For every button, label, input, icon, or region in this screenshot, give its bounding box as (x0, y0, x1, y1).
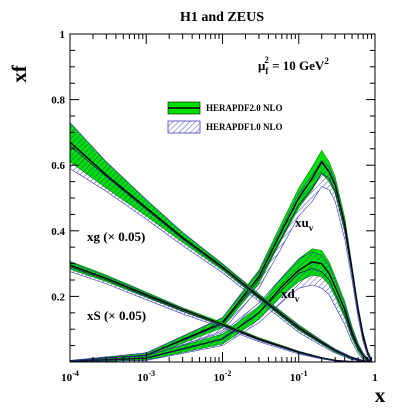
line-herapdf10-dv (70, 268, 372, 362)
chart-title: H1 and ZEUS (180, 10, 264, 25)
x-tick-base: 10 (61, 372, 73, 384)
line-herapdf10-uv (70, 172, 372, 362)
x-tick-label: 10-2 (214, 369, 232, 384)
x-tick-label: 10-4 (61, 369, 79, 384)
x-tick-base: 10 (214, 372, 226, 384)
legend-label-herapdf10: HERAPDF1.0 NLO (206, 122, 283, 132)
y-tick-label: 0.8 (51, 95, 65, 107)
x-tick-label: 10-3 (137, 369, 155, 384)
x-tick-exp: -4 (72, 369, 79, 378)
scale-sub: f (265, 66, 269, 76)
legend: HERAPDF2.0 NLO HERAPDF1.0 NLO (167, 101, 283, 134)
x-tick-base: 1 (372, 372, 378, 384)
label-uv-main: xu (295, 215, 309, 230)
ticks-layer (69, 33, 376, 363)
scale-sup2: 2 (324, 56, 329, 66)
label-dv: xdv (281, 286, 300, 304)
y-tick-labels: 0.2 0.4 0.6 0.8 1 (51, 29, 65, 303)
label-g: xg (× 0.05) (87, 229, 145, 244)
y-tick-label: 0.2 (51, 291, 65, 303)
x-tick-labels: 10-4 10-3 10-2 10-1 1 (61, 369, 378, 384)
x-tick-exp: -3 (148, 369, 155, 378)
y-tick-label: 0.4 (51, 226, 65, 238)
scale-annotation: μf2 = 10 GeV2 (258, 55, 329, 76)
line-herapdf20-uv (70, 160, 373, 362)
x-axis-label: x (375, 383, 386, 407)
label-dv-sub: v (295, 294, 300, 304)
scale-mid: = 10 GeV (269, 58, 325, 73)
label-dv-main: xd (281, 286, 296, 301)
scale-sup: 2 (264, 55, 269, 65)
scale-prefix: μ (258, 58, 266, 73)
label-uv-sub: v (309, 223, 314, 233)
x-tick-label: 1 (372, 372, 378, 384)
x-tick-exp: -2 (225, 369, 232, 378)
x-tick-label: 10-1 (290, 369, 308, 384)
legend-swatch-herapdf10 (167, 120, 201, 134)
y-tick-label: 1 (60, 29, 66, 41)
y-axis-label: xf (7, 64, 31, 83)
band-herapdf10-dv (70, 251, 372, 362)
x-tick-base: 10 (137, 372, 149, 384)
label-s: xS (× 0.05) (87, 308, 146, 323)
x-tick-base: 10 (290, 372, 302, 384)
x-tick-exp: -1 (301, 369, 308, 378)
line-herapdf10-g (70, 145, 372, 362)
y-tick-label: 0.6 (51, 160, 65, 172)
legend-label-herapdf20: HERAPDF2.0 NLO (206, 103, 283, 113)
label-uv: xuv (295, 215, 314, 233)
